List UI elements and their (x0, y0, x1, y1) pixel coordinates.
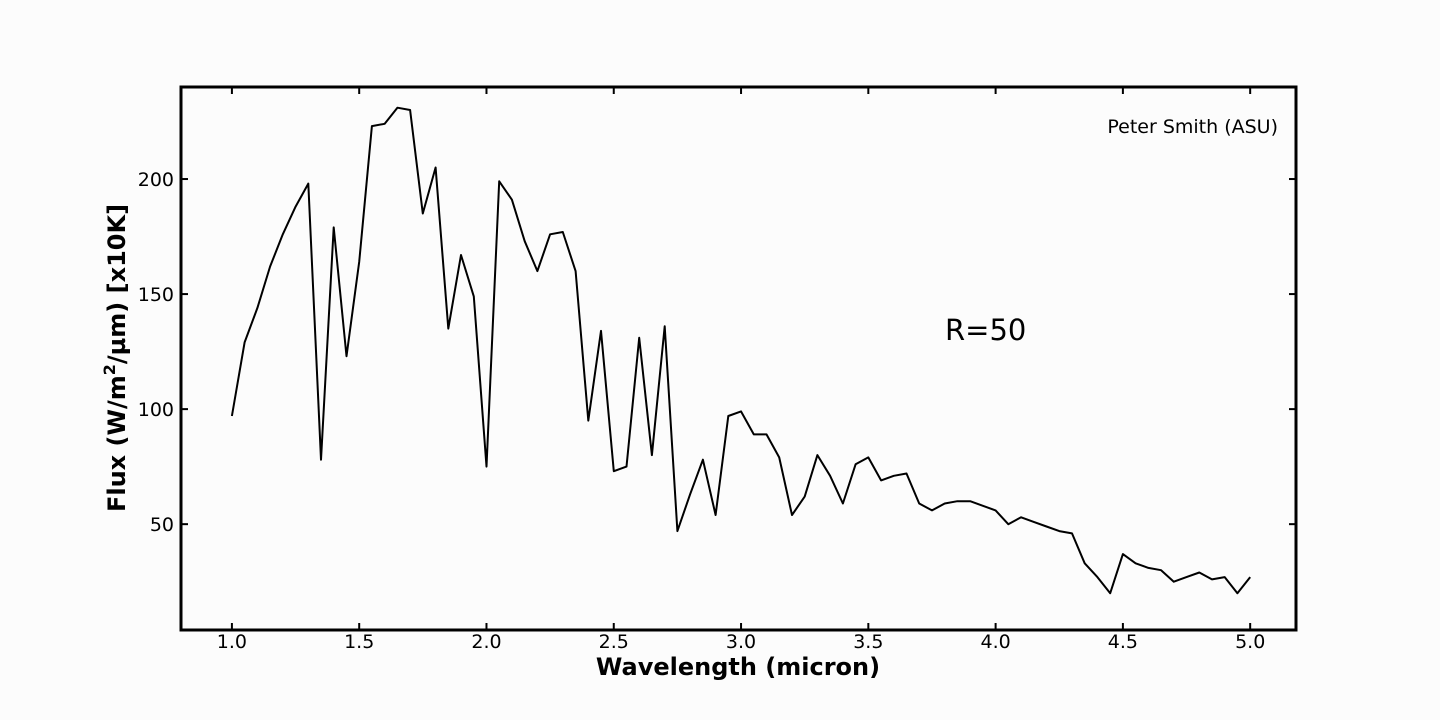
x-tick-label: 2.0 (471, 631, 501, 653)
x-tick-label: 4.5 (1108, 631, 1138, 653)
x-axis-label: Wavelength (micron) (596, 653, 880, 681)
y-tick-label: 50 (150, 514, 174, 536)
credit-annotation: Peter Smith (ASU) (1107, 116, 1278, 138)
y-tick-label: 150 (138, 284, 174, 306)
resolution-annotation: R=50 (945, 313, 1026, 347)
plot-area (181, 87, 1296, 630)
axis-ticks: 1.0 1.5 2.0 2.5 3.0 3.5 4.0 4.5 5.0 50 100 150 200 (138, 87, 1296, 653)
y-tick-label: 100 (138, 399, 174, 421)
x-tick-label: 4.0 (981, 631, 1011, 653)
x-tick-label: 2.5 (599, 631, 629, 653)
x-tick-label: 1.5 (344, 631, 374, 653)
spectrum-line (230, 106, 1251, 595)
y-axis-label-prefix: Flux (W/m (103, 375, 131, 512)
x-tick-label: 3.5 (853, 631, 883, 653)
x-tick-label: 5.0 (1235, 631, 1265, 653)
y-axis-label-superscript: 2 (100, 364, 119, 375)
y-axis-label: Flux (W/m2/µm) [x10K] (100, 204, 131, 512)
x-tick-label: 3.0 (726, 631, 756, 653)
plot-frame (179, 85, 1298, 632)
y-tick-label: 200 (138, 169, 174, 191)
y-axis-label-suffix: /µm) [x10K] (103, 204, 131, 364)
x-tick-label: 1.0 (217, 631, 247, 653)
